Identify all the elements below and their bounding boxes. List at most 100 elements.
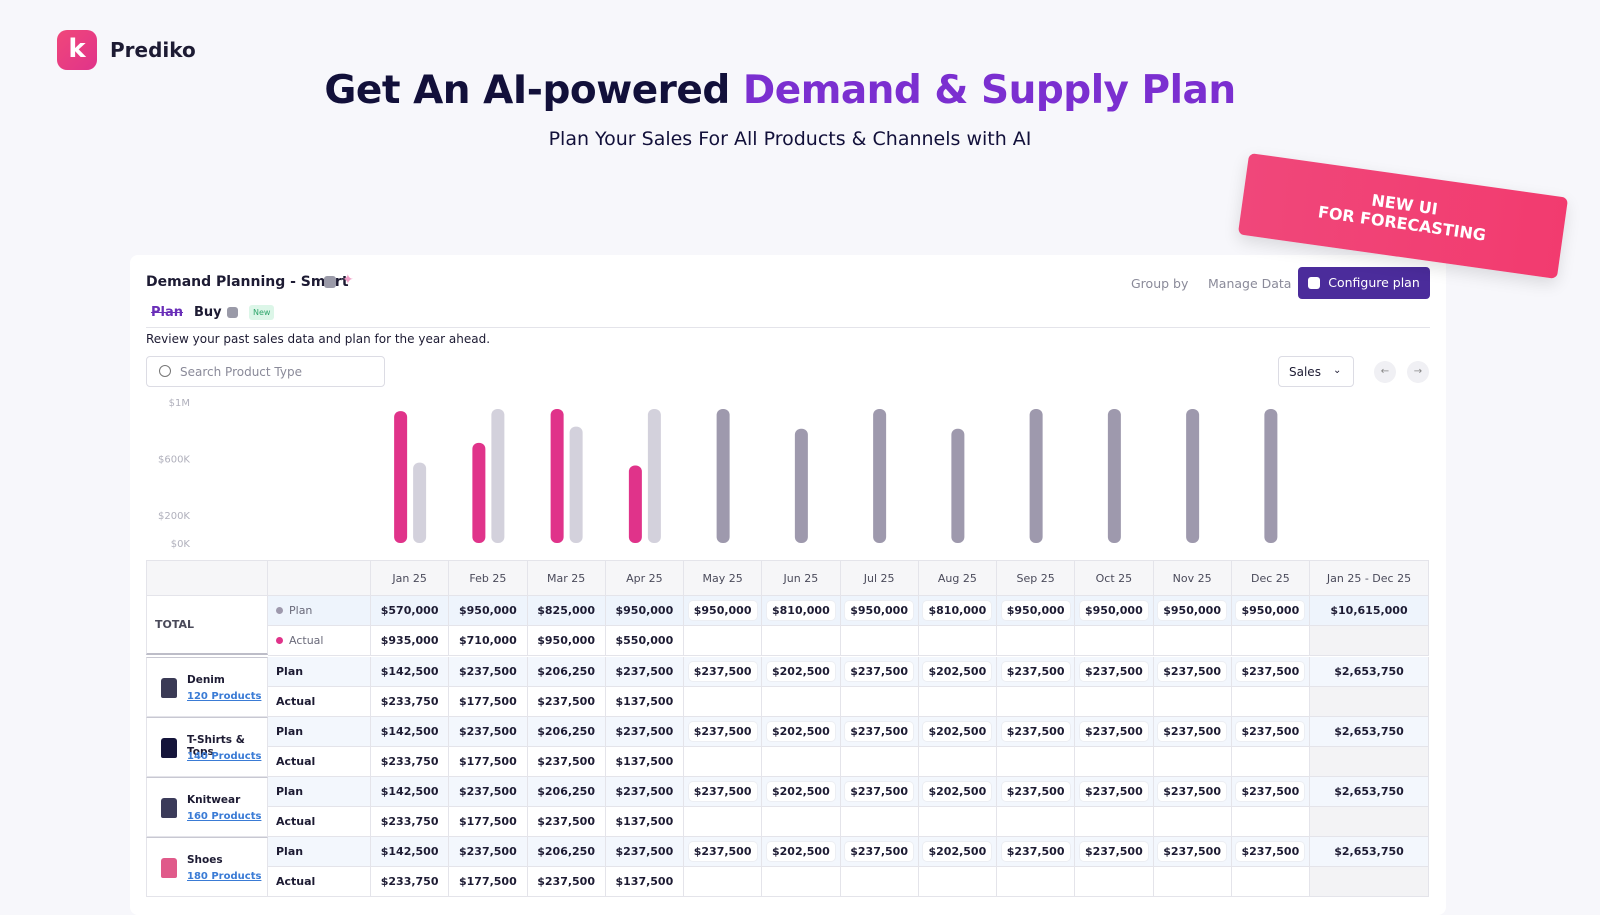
plan-value[interactable]: $237,500	[684, 717, 763, 747]
plan-value[interactable]: $237,500	[1231, 777, 1310, 807]
plan-value[interactable]: $237,500	[840, 657, 919, 687]
plan-value[interactable]: $237,500	[997, 657, 1076, 687]
plan-value-text[interactable]: $950,000	[1158, 601, 1226, 620]
plan-value-text[interactable]: $237,500	[1079, 842, 1148, 861]
plan-value-text[interactable]: $810,000	[766, 601, 835, 620]
tab-buy[interactable]: Buy	[194, 305, 222, 320]
plan-value-text[interactable]: $237,500	[1158, 722, 1226, 741]
plan-value-text[interactable]: $237,500	[1079, 722, 1148, 741]
plan-value[interactable]: $237,500	[1075, 837, 1154, 867]
plan-value-text[interactable]: $202,500	[766, 782, 835, 801]
plan-value[interactable]: $237,500	[840, 837, 919, 867]
plan-value[interactable]: $950,000	[1231, 596, 1310, 626]
plan-value-text[interactable]: $237,500	[688, 662, 757, 681]
plan-value[interactable]: $237,500	[1153, 777, 1232, 807]
plan-value-text: $142,500	[380, 665, 439, 678]
plan-value-text[interactable]: $237,500	[1158, 782, 1226, 801]
sparkle-icon: ✦	[342, 272, 354, 288]
plan-value[interactable]: $202,500	[762, 717, 841, 747]
plan-value[interactable]: $237,500	[997, 837, 1076, 867]
products-link[interactable]: 140 Products	[187, 751, 262, 762]
plan-value-text[interactable]: $237,500	[1079, 662, 1148, 681]
plan-value-text[interactable]: $950,000	[845, 601, 913, 620]
plan-value[interactable]: $950,000	[1075, 596, 1154, 626]
plan-value-text[interactable]: $810,000	[923, 601, 992, 620]
plan-value-text[interactable]: $237,500	[688, 842, 757, 861]
plan-value-text[interactable]: $950,000	[1001, 601, 1070, 620]
plan-value-text[interactable]: $202,500	[766, 662, 835, 681]
plan-value[interactable]: $237,500	[1153, 837, 1232, 867]
plan-value-text[interactable]: $202,500	[923, 722, 992, 741]
empty-cell	[840, 747, 919, 777]
plan-value-text[interactable]: $237,500	[1236, 722, 1305, 741]
plan-value-text[interactable]: $237,500	[1236, 842, 1305, 861]
plan-value[interactable]: $237,500	[1231, 717, 1310, 747]
plan-value-text[interactable]: $237,500	[688, 722, 757, 741]
plan-value-text[interactable]: $202,500	[766, 842, 835, 861]
plan-value[interactable]: $237,500	[684, 657, 763, 687]
tab-plan[interactable]: Plan	[151, 305, 184, 320]
plan-value[interactable]: $237,500	[997, 777, 1076, 807]
plan-value-text[interactable]: $237,500	[845, 842, 913, 861]
plan-value-text[interactable]: $237,500	[845, 722, 913, 741]
month-header: Jul 25	[840, 560, 919, 596]
plan-value[interactable]: $237,500	[1153, 717, 1232, 747]
plan-value[interactable]: $237,500	[1231, 657, 1310, 687]
plan-value-text[interactable]: $202,500	[766, 722, 835, 741]
plan-value[interactable]: $237,500	[684, 837, 763, 867]
configure-button[interactable]: Configure plan	[1298, 267, 1430, 299]
group-by-button[interactable]: Group by	[1131, 276, 1189, 291]
plan-value-text[interactable]: $202,500	[923, 662, 992, 681]
plan-value[interactable]: $237,500	[1153, 657, 1232, 687]
plan-value[interactable]: $237,500	[1231, 837, 1310, 867]
plan-value-text[interactable]: $237,500	[1001, 842, 1070, 861]
plan-value-text[interactable]: $950,000	[688, 601, 757, 620]
manage-data-button[interactable]: Manage Data	[1208, 276, 1292, 291]
plan-value-text[interactable]: $950,000	[1079, 601, 1148, 620]
plan-value-text[interactable]: $237,500	[1001, 662, 1070, 681]
plan-value-text[interactable]: $202,500	[923, 782, 992, 801]
search-box[interactable]: Search Product Type	[146, 356, 385, 387]
plan-value-text[interactable]: $237,500	[845, 662, 913, 681]
products-link[interactable]: 180 Products	[187, 871, 262, 882]
plan-value[interactable]: $237,500	[840, 777, 919, 807]
plan-value[interactable]: $202,500	[762, 837, 841, 867]
plan-value-text[interactable]: $237,500	[1079, 782, 1148, 801]
plan-value-text[interactable]: $237,500	[845, 782, 913, 801]
plan-value-text[interactable]: $237,500	[1158, 842, 1226, 861]
prev-button[interactable]: ←	[1374, 361, 1396, 383]
products-link[interactable]: 120 Products	[187, 691, 262, 702]
plan-value-text[interactable]: $237,500	[1001, 782, 1070, 801]
plan-value[interactable]: $202,500	[762, 777, 841, 807]
plan-value-text[interactable]: $950,000	[1236, 601, 1305, 620]
plan-value-text[interactable]: $237,500	[1158, 662, 1226, 681]
plan-value-text[interactable]: $237,500	[1236, 782, 1305, 801]
plan-value[interactable]: $810,000	[762, 596, 841, 626]
metric-select[interactable]: Sales ⌄	[1278, 356, 1354, 387]
plan-value[interactable]: $237,500	[1075, 777, 1154, 807]
plan-value[interactable]: $202,500	[918, 777, 997, 807]
plan-value-text[interactable]: $202,500	[923, 842, 992, 861]
plan-value[interactable]: $237,500	[684, 777, 763, 807]
plan-value[interactable]: $810,000	[918, 596, 997, 626]
products-link[interactable]: 160 Products	[187, 811, 262, 822]
row-label-text: Plan	[276, 725, 304, 738]
plan-value[interactable]: $202,500	[918, 717, 997, 747]
plan-value[interactable]: $202,500	[762, 657, 841, 687]
plan-value[interactable]: $237,500	[840, 717, 919, 747]
plan-value[interactable]: $950,000	[684, 596, 763, 626]
plan-value[interactable]: $202,500	[918, 837, 997, 867]
plan-value-text[interactable]: $237,500	[1001, 722, 1070, 741]
month-header: Apr 25	[605, 560, 684, 596]
actual-value: $237,500	[527, 687, 606, 717]
plan-value-text[interactable]: $237,500	[1236, 662, 1305, 681]
next-button[interactable]: →	[1407, 361, 1429, 383]
plan-value[interactable]: $950,000	[840, 596, 919, 626]
plan-value[interactable]: $237,500	[1075, 657, 1154, 687]
plan-value[interactable]: $950,000	[1153, 596, 1232, 626]
plan-value[interactable]: $202,500	[918, 657, 997, 687]
plan-value-text[interactable]: $237,500	[688, 782, 757, 801]
plan-value[interactable]: $950,000	[997, 596, 1076, 626]
plan-value[interactable]: $237,500	[997, 717, 1076, 747]
plan-value[interactable]: $237,500	[1075, 717, 1154, 747]
